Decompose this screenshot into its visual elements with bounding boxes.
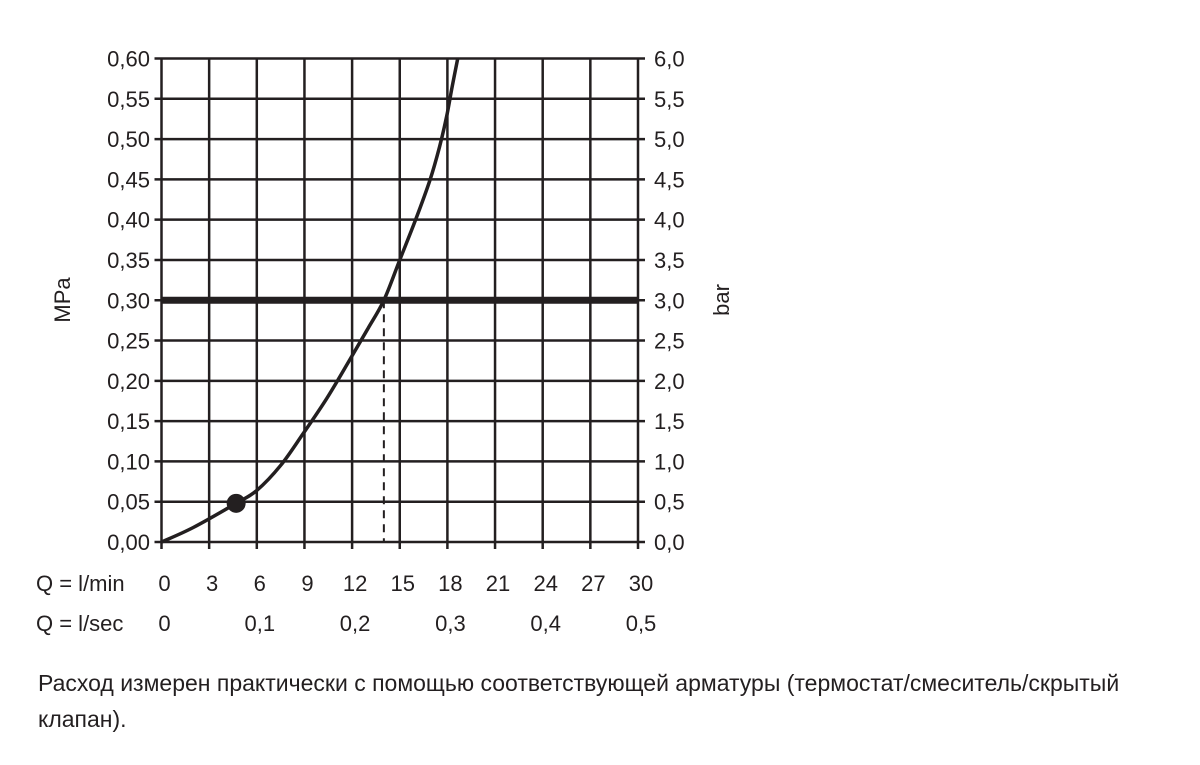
y-tick-label-right: 4,5 [654, 167, 685, 192]
y-tick-label-right: 1,5 [654, 409, 685, 434]
x-axis-label-lsec: Q = l/sec [36, 611, 123, 636]
x-tick-label-lmin: 21 [486, 571, 510, 596]
flow-pressure-chart: 0,00 0,00,05 0,50,10 1,00,15 1,50,20 2,00,25 2… [36, 47, 734, 637]
x-tick-label-lmin: 3 [206, 571, 218, 596]
x-tick-label-lmin: 9 [301, 571, 313, 596]
y-tick-label-right: 6,0 [654, 47, 685, 72]
x-tick-label-lmin: 6 [254, 571, 266, 596]
x-tick-label-lmin: 0 [158, 571, 170, 596]
y-axis-label-right: bar [709, 284, 734, 316]
y-tick-label-left: 0,30 [107, 288, 150, 313]
y-tick-label-left: 0,00 [107, 530, 150, 555]
y-tick-label-right: 0,5 [654, 490, 685, 515]
x-tick-label-lmin: 27 [581, 571, 605, 596]
curve-marker-point [226, 493, 246, 513]
x-tick-label-lmin: 15 [391, 571, 415, 596]
y-tick-label-right: 5,5 [654, 87, 685, 112]
y-tick-label-left: 0,55 [107, 87, 150, 112]
y-tick-label-left: 0,05 [107, 490, 150, 515]
y-tick-label-left: 0,15 [107, 409, 150, 434]
y-axis-label-left: MPa [50, 277, 75, 323]
x-tick-label-lmin: 18 [438, 571, 462, 596]
x-tick-label-lsec: 0,3 [435, 611, 466, 636]
x-tick-label-lsec: 0 [158, 611, 170, 636]
y-tick-label-left: 0,35 [107, 248, 150, 273]
y-tick-label-left: 0,20 [107, 369, 150, 394]
x-tick-label-lsec: 0,5 [626, 611, 657, 636]
x-tick-label-lmin: 30 [629, 571, 653, 596]
y-tick-label-left: 0,60 [107, 47, 150, 72]
y-tick-label-right: 2,0 [654, 369, 685, 394]
y-tick-label-left: 0,50 [107, 127, 150, 152]
flow-curve [160, 58, 460, 544]
y-tick-label-left: 0,10 [107, 449, 150, 474]
y-tick-label-right: 0,0 [654, 530, 685, 555]
y-tick-label-right: 4,0 [654, 208, 685, 233]
x-tick-label-lsec: 0,1 [245, 611, 276, 636]
y-tick-label-left: 0,40 [107, 208, 150, 233]
y-tick-label-right: 5,0 [654, 127, 685, 152]
chart-caption: Расход измерен практически с помощью соо… [38, 670, 1120, 732]
y-tick-label-right: 3,5 [654, 248, 685, 273]
y-tick-label-right: 3,0 [654, 288, 685, 313]
y-tick-label-right: 1,0 [654, 449, 685, 474]
y-tick-label-left: 0,45 [107, 167, 150, 192]
x-tick-label-lsec: 0,2 [340, 611, 371, 636]
x-tick-label-lmin: 12 [343, 571, 367, 596]
x-axis-label-lmin: Q = l/min [36, 571, 125, 596]
x-tick-label-lmin: 24 [533, 571, 557, 596]
y-tick-label-left: 0,25 [107, 329, 150, 354]
y-tick-label-right: 2,5 [654, 329, 685, 354]
x-tick-label-lsec: 0,4 [530, 611, 561, 636]
